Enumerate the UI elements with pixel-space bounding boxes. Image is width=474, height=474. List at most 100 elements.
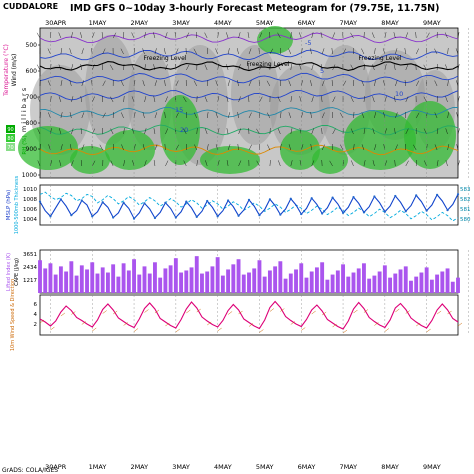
wind-barb xyxy=(321,48,325,55)
cape-bar xyxy=(153,262,157,293)
wind-barb xyxy=(131,96,135,103)
wind-barb xyxy=(394,128,396,135)
cape-bar xyxy=(111,264,116,293)
mslp-point xyxy=(227,199,230,202)
wind-barb xyxy=(175,48,179,55)
wind-barb xyxy=(154,112,158,119)
cape-bar xyxy=(367,278,372,293)
mslp-point xyxy=(143,202,146,205)
isotherm-line xyxy=(39,124,459,136)
pressure-axis-label: m i l l i b a r s xyxy=(20,87,28,132)
rh-legend-label: 90 xyxy=(7,127,13,133)
wind-direction-barb xyxy=(290,321,295,325)
wind-barb xyxy=(110,160,114,167)
isotherm-line xyxy=(39,72,459,84)
cloud-region xyxy=(231,45,279,145)
wind-barb xyxy=(320,64,323,71)
wind-barb xyxy=(71,128,74,135)
lifted-index-axis-label: Lifted Index (K) xyxy=(6,253,12,291)
rh-legend-swatch xyxy=(6,134,15,142)
wind-direction-barb xyxy=(301,327,306,331)
wind-direction-barb xyxy=(269,308,275,312)
wind-barb xyxy=(299,160,302,167)
time-label-top: 30APR xyxy=(45,19,67,27)
time-label-bottom: 4MAY xyxy=(214,463,232,471)
wind-barb xyxy=(350,64,354,71)
time-label-bottom: 7MAY xyxy=(339,463,357,471)
wind-barb xyxy=(374,112,376,119)
wind-barb xyxy=(99,144,103,151)
wind-barb xyxy=(102,112,106,119)
wind-axis-label: Wind (m/s) xyxy=(11,54,18,87)
wind-barb xyxy=(404,80,406,87)
wind-barb xyxy=(374,144,377,151)
wind-barb xyxy=(59,160,62,167)
time-label-top: 5MAY xyxy=(256,19,274,27)
cape-bar xyxy=(147,273,152,293)
wind-barb xyxy=(194,112,197,119)
wind-barb xyxy=(165,32,168,39)
wind-barb xyxy=(269,160,271,167)
rh-region xyxy=(257,26,293,54)
cape-bar xyxy=(288,273,293,293)
wind-barb xyxy=(248,80,252,87)
wind-barb xyxy=(37,128,41,135)
cape-bar xyxy=(126,270,131,293)
mslp-point xyxy=(352,195,355,199)
mslp-point xyxy=(321,212,324,215)
cape-bar xyxy=(95,273,100,293)
chart-title: IMD GFS 0~10day 3-hourly Forecast Meteog… xyxy=(70,3,439,14)
cape-bar xyxy=(142,266,147,293)
cape-bar xyxy=(257,260,262,293)
cape-bar xyxy=(382,265,387,293)
wind-barb xyxy=(395,48,398,55)
cape-bar xyxy=(64,271,69,293)
wind-barb xyxy=(205,160,208,167)
wind-barb xyxy=(194,144,197,151)
wind-barb xyxy=(395,80,398,87)
wind-barb xyxy=(153,128,156,135)
wind-barb xyxy=(92,64,95,71)
wind-barb xyxy=(238,128,241,135)
wind-barb xyxy=(207,112,209,119)
cape-tick-label: 1217 xyxy=(23,278,37,284)
wind-barb xyxy=(269,48,273,55)
wind-barb xyxy=(277,128,281,135)
wind-barb xyxy=(456,112,459,119)
wind-barb xyxy=(215,112,218,119)
wind-barb xyxy=(123,96,125,103)
cape-bar xyxy=(377,271,382,293)
wind-barb xyxy=(413,144,417,151)
mslp-point xyxy=(80,199,83,202)
wind-barb xyxy=(290,160,293,167)
cape-tick-label: 2434 xyxy=(23,265,37,271)
wind-barb xyxy=(423,96,427,103)
mslp-point xyxy=(404,210,407,213)
wind-barb xyxy=(58,32,62,39)
wind-barb xyxy=(101,32,103,39)
wind-barb xyxy=(215,80,218,87)
wind-barb xyxy=(416,80,420,87)
wind-barb xyxy=(363,64,365,71)
wind-barb xyxy=(290,64,292,71)
wind-barb xyxy=(266,80,271,87)
cape-bar xyxy=(262,276,267,293)
wind-barb xyxy=(384,32,387,39)
wind-tick-label: 2 xyxy=(34,322,38,328)
wind-direction-barb xyxy=(60,312,66,317)
cape-tick-label: 3651 xyxy=(23,252,37,258)
wind-barb xyxy=(311,128,314,135)
cape-bar xyxy=(173,258,178,293)
cape-bar xyxy=(351,272,356,293)
mslp-point xyxy=(425,209,428,212)
wind-barb xyxy=(109,64,114,71)
cape-bar xyxy=(309,271,314,293)
wind-barb xyxy=(80,64,82,71)
wind-barb xyxy=(204,128,208,135)
wind-barb xyxy=(416,48,419,55)
wind-barb xyxy=(120,80,124,87)
mslp-point xyxy=(331,196,334,199)
wind-barb xyxy=(110,128,114,135)
wind-barb xyxy=(405,96,409,103)
pressure-tick-label: 1000 xyxy=(22,172,37,179)
